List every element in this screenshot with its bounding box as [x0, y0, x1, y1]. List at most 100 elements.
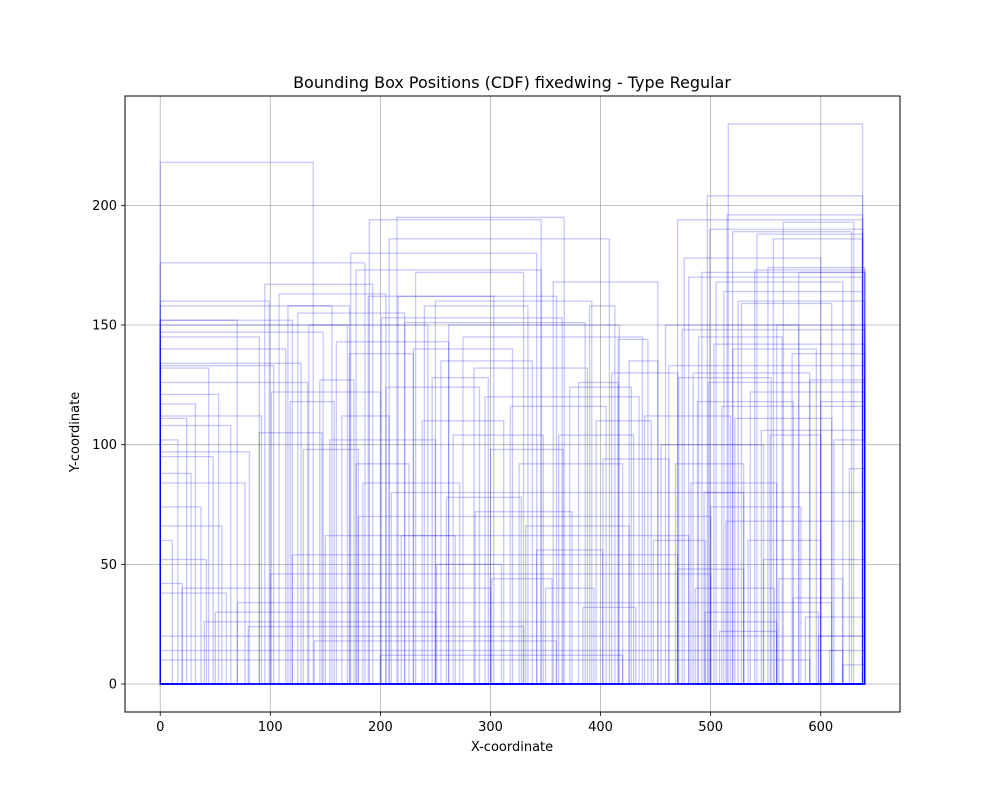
bounding-box [341, 415, 390, 685]
bounding-box [159, 381, 309, 685]
bounding-box [707, 381, 866, 685]
bounding-box [159, 305, 333, 685]
bounding-box [703, 491, 866, 685]
bounding-box [159, 506, 202, 685]
bounding-box [692, 372, 811, 685]
plot-frame [124, 95, 901, 713]
bounding-box [776, 324, 866, 685]
bounding-box [203, 621, 778, 685]
bounding-box [329, 439, 437, 685]
bounding-box [828, 649, 866, 685]
bounding-box [518, 463, 624, 685]
bounding-box [544, 587, 595, 685]
bounding-box [536, 549, 604, 685]
bounding-box [769, 434, 822, 685]
x-axis-label: X-coordinate [471, 740, 553, 755]
bounding-box [159, 439, 179, 685]
bounding-box [676, 219, 864, 685]
bounding-box [159, 525, 223, 685]
bounding-box [489, 448, 564, 685]
x-tick-label: 0 [156, 720, 164, 735]
bounding-box [159, 417, 188, 685]
bounding-box [357, 515, 712, 685]
bounding-box [448, 324, 620, 685]
bounding-box [726, 214, 864, 685]
bounding-box [652, 539, 706, 685]
bounding-box [181, 587, 492, 685]
bounding-box [159, 262, 366, 685]
bounding-box [159, 482, 246, 685]
bounding-box [397, 295, 558, 685]
bounding-box [713, 343, 866, 685]
bounding-box [270, 391, 382, 685]
bounding-box [291, 554, 679, 685]
y-axis-label: Y-coordinate [68, 392, 83, 473]
bounding-box [732, 348, 817, 685]
bounding-box [754, 269, 866, 685]
bounding-box [159, 539, 173, 685]
bounding-box [595, 420, 652, 685]
bounding-box [842, 664, 866, 685]
bounding-box [734, 417, 833, 685]
bounding-box [668, 365, 866, 685]
bounding-box [400, 534, 456, 685]
bounding-box [355, 269, 542, 685]
bounding-box [678, 377, 772, 685]
bounding-box [708, 228, 864, 685]
bounding-box [706, 195, 864, 685]
bounding-box [683, 257, 822, 685]
bounding-box [610, 372, 679, 685]
bounding-box [820, 400, 866, 685]
bounding-box [809, 379, 866, 685]
bounding-box [577, 381, 619, 685]
bounding-box [445, 496, 522, 685]
bounding-box [159, 558, 208, 685]
bounding-box [643, 415, 732, 685]
bounding-box [509, 405, 607, 685]
bounding-box [681, 329, 866, 685]
bounding-box [368, 219, 542, 685]
bounding-box [552, 281, 659, 685]
bounding-box [159, 319, 238, 685]
bounding-box [817, 635, 866, 685]
bounding-box [412, 348, 514, 685]
bounding-box [687, 276, 864, 685]
bounding-box [660, 444, 765, 685]
bounding-box [388, 238, 611, 685]
bounding-box [319, 379, 355, 685]
y-tick-label: 150 [92, 319, 117, 334]
chart-title: Bounding Box Positions (CDF) fixedwing -… [293, 73, 731, 92]
bounding-box [247, 625, 525, 685]
bounding-box [767, 266, 866, 685]
bounding-box [782, 221, 855, 685]
y-tick-label: 100 [92, 438, 117, 453]
bounding-box [462, 336, 644, 685]
bounding-box [159, 362, 302, 685]
bounding-box [756, 233, 864, 685]
bounding-box [721, 405, 866, 685]
bounding-box [423, 305, 529, 685]
bounding-box [414, 271, 525, 685]
bounding-box [772, 238, 864, 685]
bounding-box [690, 482, 778, 685]
bounding-box [287, 305, 351, 685]
bounding-box [694, 587, 776, 685]
bounding-box [159, 348, 287, 685]
bounding-box [617, 338, 649, 685]
bounding-box [350, 252, 538, 685]
bounding-box [715, 281, 844, 685]
bounding-box [558, 434, 635, 685]
bounding-box [159, 455, 214, 685]
bounding-box [762, 558, 866, 685]
bounding-box [588, 305, 616, 685]
bounding-box [362, 482, 461, 685]
bounding-box [396, 216, 565, 685]
bounding-box [236, 601, 833, 685]
bounding-box [159, 424, 232, 685]
bounding-box [452, 434, 544, 685]
x-axis-ticks: 0 100 200 300 400 500 600 [156, 712, 833, 735]
x-tick-label: 500 [698, 720, 723, 735]
bounding-box [718, 630, 778, 685]
bounding-box [791, 353, 866, 685]
